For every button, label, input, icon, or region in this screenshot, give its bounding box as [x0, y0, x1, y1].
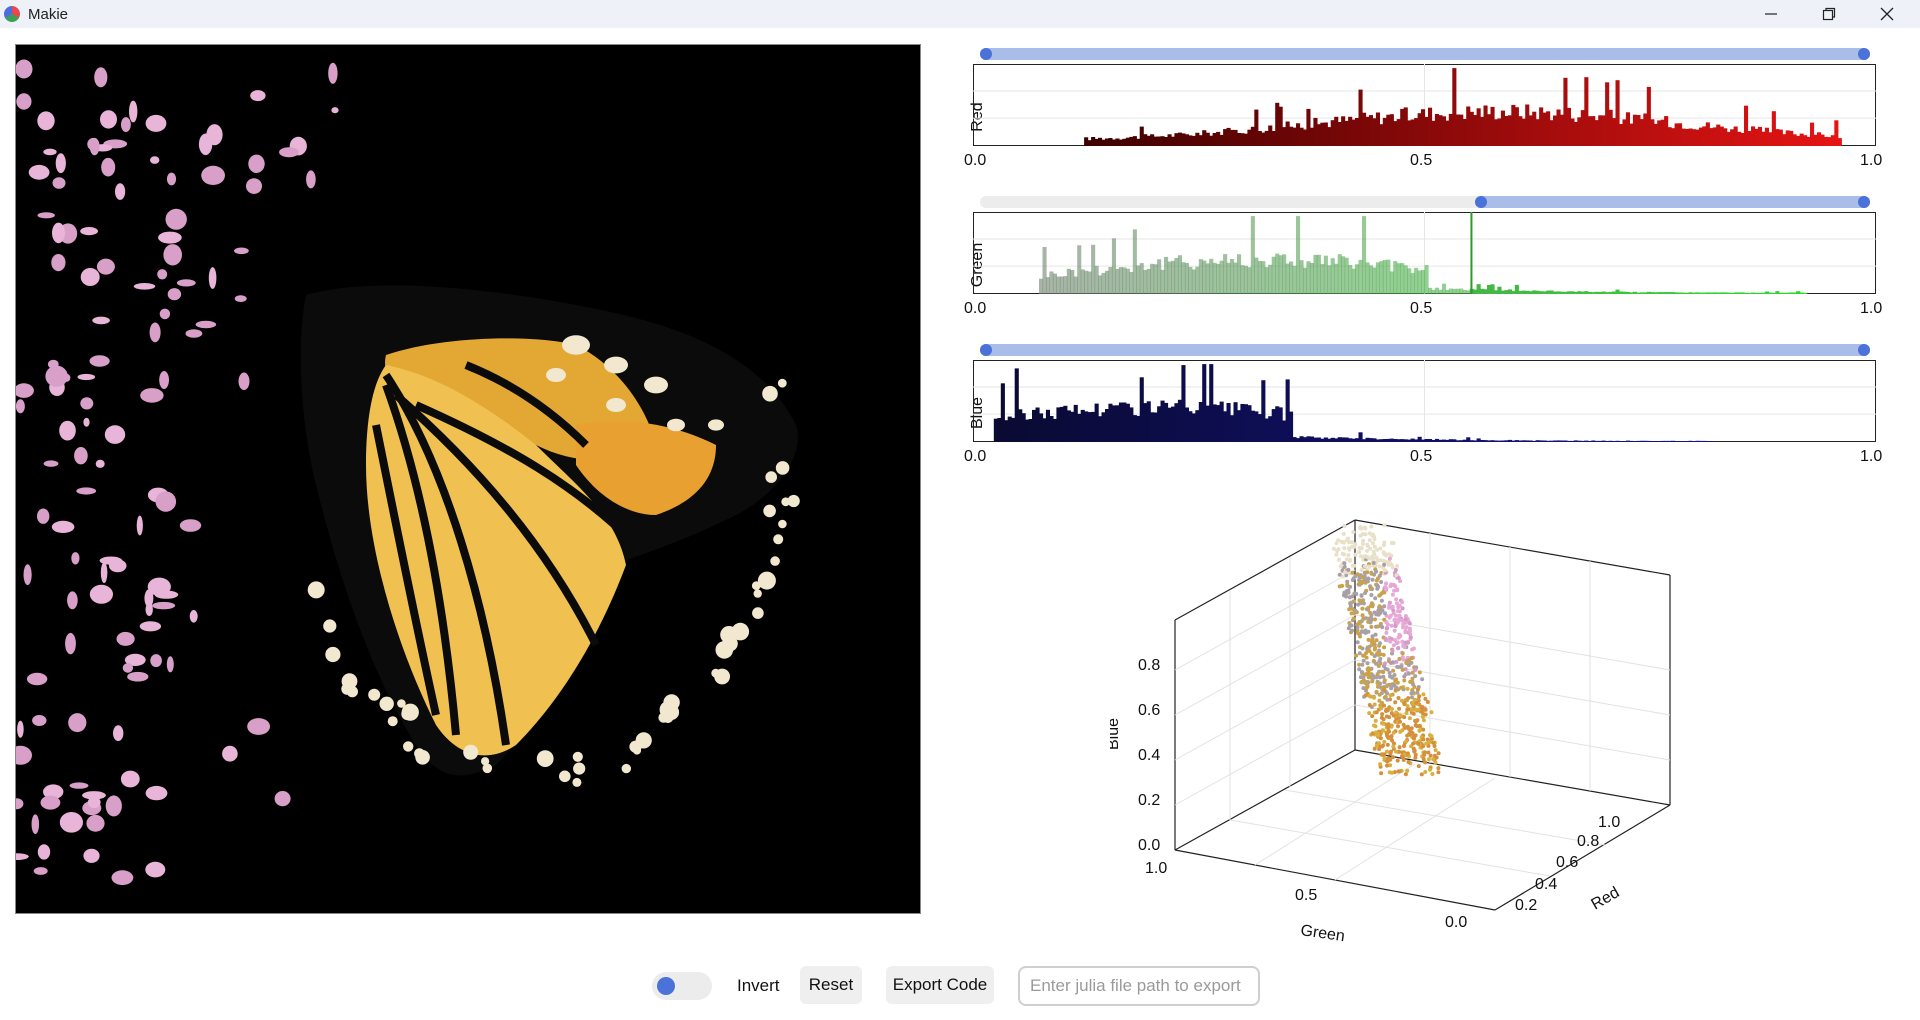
blue-axis-label-3d: Blue	[1110, 718, 1122, 750]
blue-tick-2: 1.0	[1860, 448, 1883, 465]
blue-tick-2: 0.4	[1138, 747, 1160, 764]
invert-label: Invert	[737, 976, 780, 995]
scatter-plot: 0.0 0.2 0.4 0.6 0.8 Blue 1.0 0.5 0.0 Gre…	[1105, 519, 1671, 945]
invert-toggle[interactable]	[652, 972, 712, 1000]
red-slider-min-handle[interactable]	[980, 48, 992, 60]
export-path-input[interactable]	[1018, 966, 1260, 1006]
red-tick-2: 1.0	[1860, 152, 1883, 169]
red-tick-4: 1.0	[1598, 814, 1620, 831]
red-histogram-plot	[973, 64, 1876, 146]
blue-slider-max-handle[interactable]	[1858, 344, 1870, 356]
red-tick-0: 0.2	[1515, 897, 1537, 914]
image-canvas[interactable]	[15, 44, 921, 914]
green-slider-min-handle[interactable]	[1475, 196, 1487, 208]
blue-axis-ticks: 0.0 0.2 0.4 0.6 0.8	[1138, 657, 1160, 854]
green-tick-1: 0.5	[1295, 887, 1317, 904]
blue-tick-1: 0.5	[1410, 448, 1433, 465]
blue-tick-4: 0.8	[1138, 657, 1160, 674]
blue-tick-3: 0.6	[1138, 702, 1160, 719]
histogram-red: Red 0.0 0.5 1.0	[964, 48, 1882, 178]
close-icon	[1880, 7, 1894, 21]
blue-slider-fill	[980, 344, 1870, 356]
green-histogram-plot	[973, 212, 1876, 294]
green-tick-1: 0.5	[1410, 300, 1433, 317]
green-slider-fill	[1475, 196, 1870, 208]
red-tick-0: 0.0	[964, 152, 987, 169]
red-axis-label-3d: Red	[1589, 884, 1623, 913]
blue-histogram-plot	[973, 360, 1876, 442]
title-bar: Makie	[0, 0, 1920, 28]
histogram-green: Green 0.0 0.5 1.0	[964, 196, 1882, 326]
blue-tick-0: 0.0	[1138, 837, 1160, 854]
rgb-3d-scatter[interactable]: 0.0 0.2 0.4 0.6 0.8 Blue 1.0 0.5 0.0 Gre…	[1105, 505, 1730, 955]
bottom-controls: Invert Reset Export Code	[0, 964, 1920, 1006]
blue-tick-1: 0.2	[1138, 792, 1160, 809]
reset-button[interactable]: Reset	[800, 966, 862, 1004]
restore-icon	[1822, 7, 1836, 21]
restore-button[interactable]	[1800, 0, 1858, 28]
green-slider-max-handle[interactable]	[1858, 196, 1870, 208]
red-slider-fill	[980, 48, 1870, 60]
makie-logo-icon	[4, 6, 20, 22]
green-tick-2: 0.0	[1445, 914, 1467, 931]
minimize-icon	[1765, 13, 1777, 15]
red-range-slider[interactable]	[980, 48, 1870, 60]
red-tick-1: 0.4	[1535, 876, 1557, 893]
histogram-blue: Blue 0.0 0.5 1.0	[964, 344, 1882, 474]
red-tick-3: 0.8	[1577, 833, 1599, 850]
blue-slider-min-handle[interactable]	[980, 344, 992, 356]
blue-range-slider[interactable]	[980, 344, 1870, 356]
export-code-button[interactable]: Export Code	[886, 966, 994, 1004]
green-tick-2: 1.0	[1860, 300, 1883, 317]
red-tick-2: 0.6	[1556, 854, 1578, 871]
blue-tick-0: 0.0	[964, 448, 987, 465]
green-axis-label-3d: Green	[1299, 922, 1345, 945]
green-tick-0: 0.0	[964, 300, 987, 317]
invert-toggle-knob[interactable]	[657, 977, 675, 995]
minimize-button[interactable]	[1742, 0, 1800, 28]
close-button[interactable]	[1858, 0, 1916, 28]
green-tick-0: 1.0	[1145, 860, 1167, 877]
window-title: Makie	[28, 6, 69, 23]
red-slider-max-handle[interactable]	[1858, 48, 1870, 60]
green-range-slider[interactable]	[980, 196, 1870, 208]
butterfly-image	[16, 59, 800, 886]
red-tick-1: 0.5	[1410, 152, 1433, 169]
